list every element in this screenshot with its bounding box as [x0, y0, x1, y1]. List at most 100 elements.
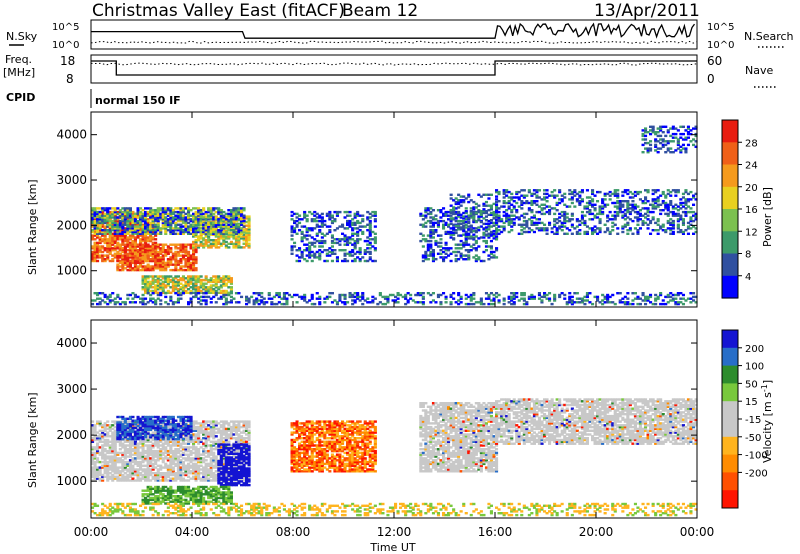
- heatmap-cell: [111, 259, 115, 263]
- heatmap-cell: [489, 208, 493, 211]
- heatmap-cell: [154, 212, 158, 216]
- heatmap-cell: [411, 299, 415, 302]
- heatmap-cell: [492, 250, 496, 254]
- heatmap-cell: [591, 302, 595, 306]
- heatmap-cell: [139, 218, 143, 221]
- heatmap-cell: [98, 230, 102, 234]
- heatmap-cell: [217, 280, 221, 284]
- heatmap-cell: [303, 299, 307, 302]
- heatmap-cell: [126, 448, 130, 451]
- heatmap-cell: [621, 225, 625, 228]
- heatmap-cell: [192, 207, 196, 210]
- heatmap-cell: [659, 127, 663, 130]
- heatmap-cell: [497, 299, 501, 302]
- heatmap-cell: [606, 227, 610, 230]
- heatmap-cell: [101, 429, 105, 432]
- colorbar-tick-label: 20: [745, 183, 758, 194]
- heatmap-cell: [237, 209, 241, 212]
- heatmap-cell: [181, 229, 185, 232]
- heatmap-cell: [113, 210, 117, 214]
- heatmap-cell: [159, 232, 163, 235]
- heatmap-cell: [492, 237, 496, 240]
- heatmap-cell: [149, 267, 153, 270]
- heatmap-cell: [126, 221, 130, 225]
- heatmap-cell: [214, 246, 218, 249]
- heatmap-cell: [651, 127, 655, 130]
- heatmap-cell: [144, 282, 148, 285]
- colorbar-segment: [722, 253, 738, 277]
- heatmap-cell: [131, 442, 135, 445]
- heatmap-cell: [623, 189, 627, 192]
- heatmap-cell: [666, 209, 670, 212]
- heatmap-cell: [131, 249, 135, 252]
- heatmap-cell: [495, 190, 499, 194]
- heatmap-cell: [113, 302, 117, 306]
- heatmap-cell: [126, 207, 130, 210]
- heatmap-cell: [128, 216, 132, 219]
- heatmap-cell: [106, 440, 110, 443]
- heatmap-cell: [194, 239, 198, 242]
- heatmap-cell: [197, 207, 201, 210]
- heatmap-cell: [118, 238, 122, 241]
- heatmap-cell: [113, 460, 117, 464]
- heatmap-cell: [679, 132, 683, 136]
- heatmap-cell: [212, 212, 216, 216]
- heatmap-cell: [144, 241, 148, 245]
- heatmap-cell: [118, 209, 122, 212]
- heatmap-cell: [123, 449, 127, 453]
- heatmap-cell: [661, 225, 665, 228]
- heatmap-cell: [527, 207, 531, 210]
- heatmap-cell: [128, 265, 132, 268]
- heatmap-cell: [101, 448, 105, 451]
- heatmap-cell: [646, 151, 650, 154]
- heatmap-cell: [106, 247, 110, 250]
- heatmap-cell: [606, 229, 610, 232]
- heatmap-cell: [474, 249, 478, 252]
- heatmap-cell: [217, 286, 221, 289]
- heatmap-cell: [305, 259, 309, 263]
- heatmap-cell: [482, 211, 486, 215]
- heatmap-cell: [184, 263, 188, 266]
- heatmap-cell: [189, 214, 193, 217]
- heatmap-cell: [442, 223, 446, 226]
- heatmap-cell: [202, 288, 206, 291]
- heatmap-cell: [664, 201, 668, 205]
- heatmap-cell: [616, 189, 620, 192]
- heatmap-cell: [308, 210, 312, 214]
- heatmap-cell: [621, 227, 625, 230]
- heatmap-cell: [106, 460, 110, 464]
- heatmap-cell: [166, 245, 170, 248]
- heatmap-cell: [161, 243, 165, 246]
- heatmap-cell: [91, 455, 95, 458]
- heatmap-cell: [224, 225, 228, 228]
- heatmap-cell: [328, 225, 332, 228]
- heatmap-cell: [477, 226, 481, 229]
- heatmap-cell: [164, 252, 168, 255]
- heatmap-cell: [98, 472, 102, 475]
- heatmap-cell: [431, 232, 435, 235]
- nsearch-tick-bottom: 10^0: [707, 40, 734, 51]
- heatmap-cell: [139, 227, 143, 230]
- heatmap-cell: [131, 440, 135, 443]
- heatmap-cell: [623, 295, 627, 299]
- heatmap-cell: [174, 216, 178, 219]
- heatmap-cell: [217, 275, 221, 278]
- heatmap-cell: [103, 475, 107, 478]
- heatmap-cell: [325, 212, 329, 216]
- heatmap-cell: [684, 189, 688, 192]
- heatmap-cell: [212, 218, 216, 221]
- heatmap-cell: [434, 241, 438, 245]
- heatmap-cell: [91, 468, 95, 471]
- heatmap-cell: [118, 460, 122, 464]
- heatmap-cell: [151, 243, 155, 246]
- heatmap-cell: [555, 218, 559, 221]
- heatmap-cell: [474, 227, 478, 230]
- heatmap-cell: [399, 293, 403, 297]
- heatmap-cell: [353, 227, 357, 230]
- heatmap-cell: [694, 198, 698, 201]
- heatmap-cell: [149, 245, 153, 248]
- heatmap-cell: [156, 258, 160, 261]
- heatmap-cell: [93, 247, 97, 250]
- heatmap-cell: [482, 302, 486, 306]
- heatmap-cell: [368, 216, 372, 219]
